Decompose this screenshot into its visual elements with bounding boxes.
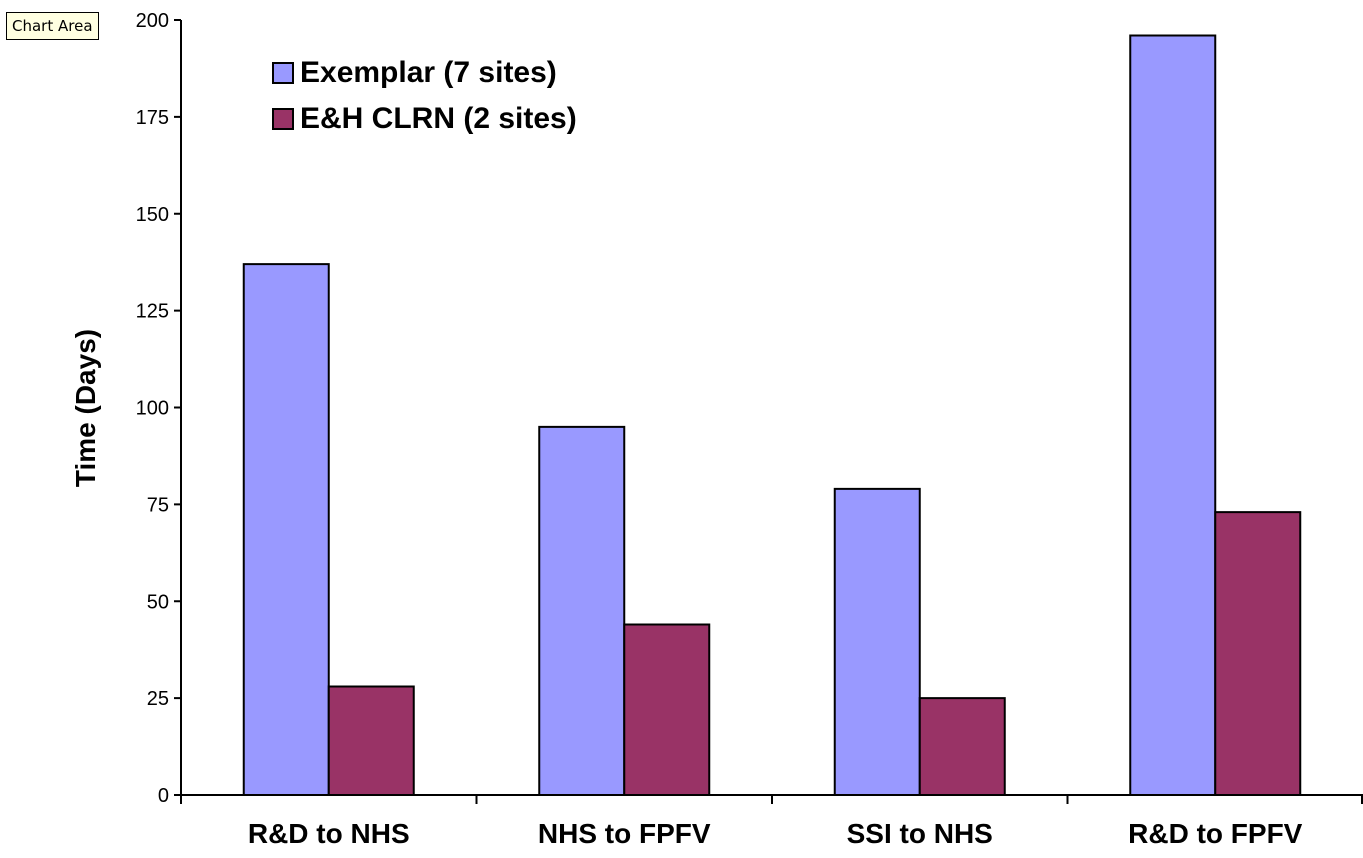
x-tick-label: NHS to FPFV — [538, 818, 711, 849]
bar-exemplar-3[interactable] — [833, 487, 921, 796]
bar-eh-clrn-4[interactable] — [1214, 511, 1302, 796]
legend-swatch-exemplar — [272, 62, 294, 84]
y-tick-label: 175 — [136, 107, 169, 129]
bar-eh-clrn-2[interactable] — [623, 623, 711, 796]
legend-swatch-eh-clrn — [272, 108, 294, 130]
bar-exemplar-2[interactable] — [538, 425, 626, 796]
bar-eh-clrn-3[interactable] — [918, 697, 1006, 796]
y-tick-label: 150 — [136, 204, 169, 226]
y-tick-label: 200 — [136, 10, 169, 32]
legend-label-eh-clrn: E&H CLRN (2 sites) — [300, 102, 577, 135]
legend[interactable]: Exemplar (7 sites) E&H CLRN (2 sites) — [272, 50, 577, 142]
bar-eh-clrn-1[interactable] — [327, 685, 415, 796]
x-axis: R&D to NHS NHS to FPFV SSI to NHS R&D to FP… — [180, 794, 1363, 849]
legend-label-exemplar: Exemplar (7 sites) — [300, 56, 557, 89]
x-tick-label: SSI to NHS — [847, 818, 993, 849]
x-tick-label: R&D to FPFV — [1128, 818, 1303, 849]
bars — [242, 34, 1302, 796]
y-tick-label: 0 — [158, 785, 169, 807]
legend-item-eh-clrn: E&H CLRN (2 sites) — [272, 96, 577, 142]
y-tick-label: 100 — [136, 398, 169, 420]
y-axis-label: Time (Days) — [70, 329, 101, 487]
chart-area-tooltip: Chart Area — [6, 12, 99, 40]
y-tick-label: 25 — [147, 688, 169, 710]
y-tick-label: 50 — [147, 591, 169, 613]
x-tick-label: R&D to NHS — [248, 818, 410, 849]
bar-exemplar-1[interactable] — [242, 263, 330, 796]
y-tick-label: 75 — [147, 494, 169, 516]
y-axis: 0 25 50 75 100 125 150 175 200 — [136, 10, 182, 807]
legend-item-exemplar: Exemplar (7 sites) — [272, 50, 577, 96]
y-tick-label: 125 — [136, 301, 169, 323]
bar-exemplar-4[interactable] — [1129, 34, 1217, 796]
